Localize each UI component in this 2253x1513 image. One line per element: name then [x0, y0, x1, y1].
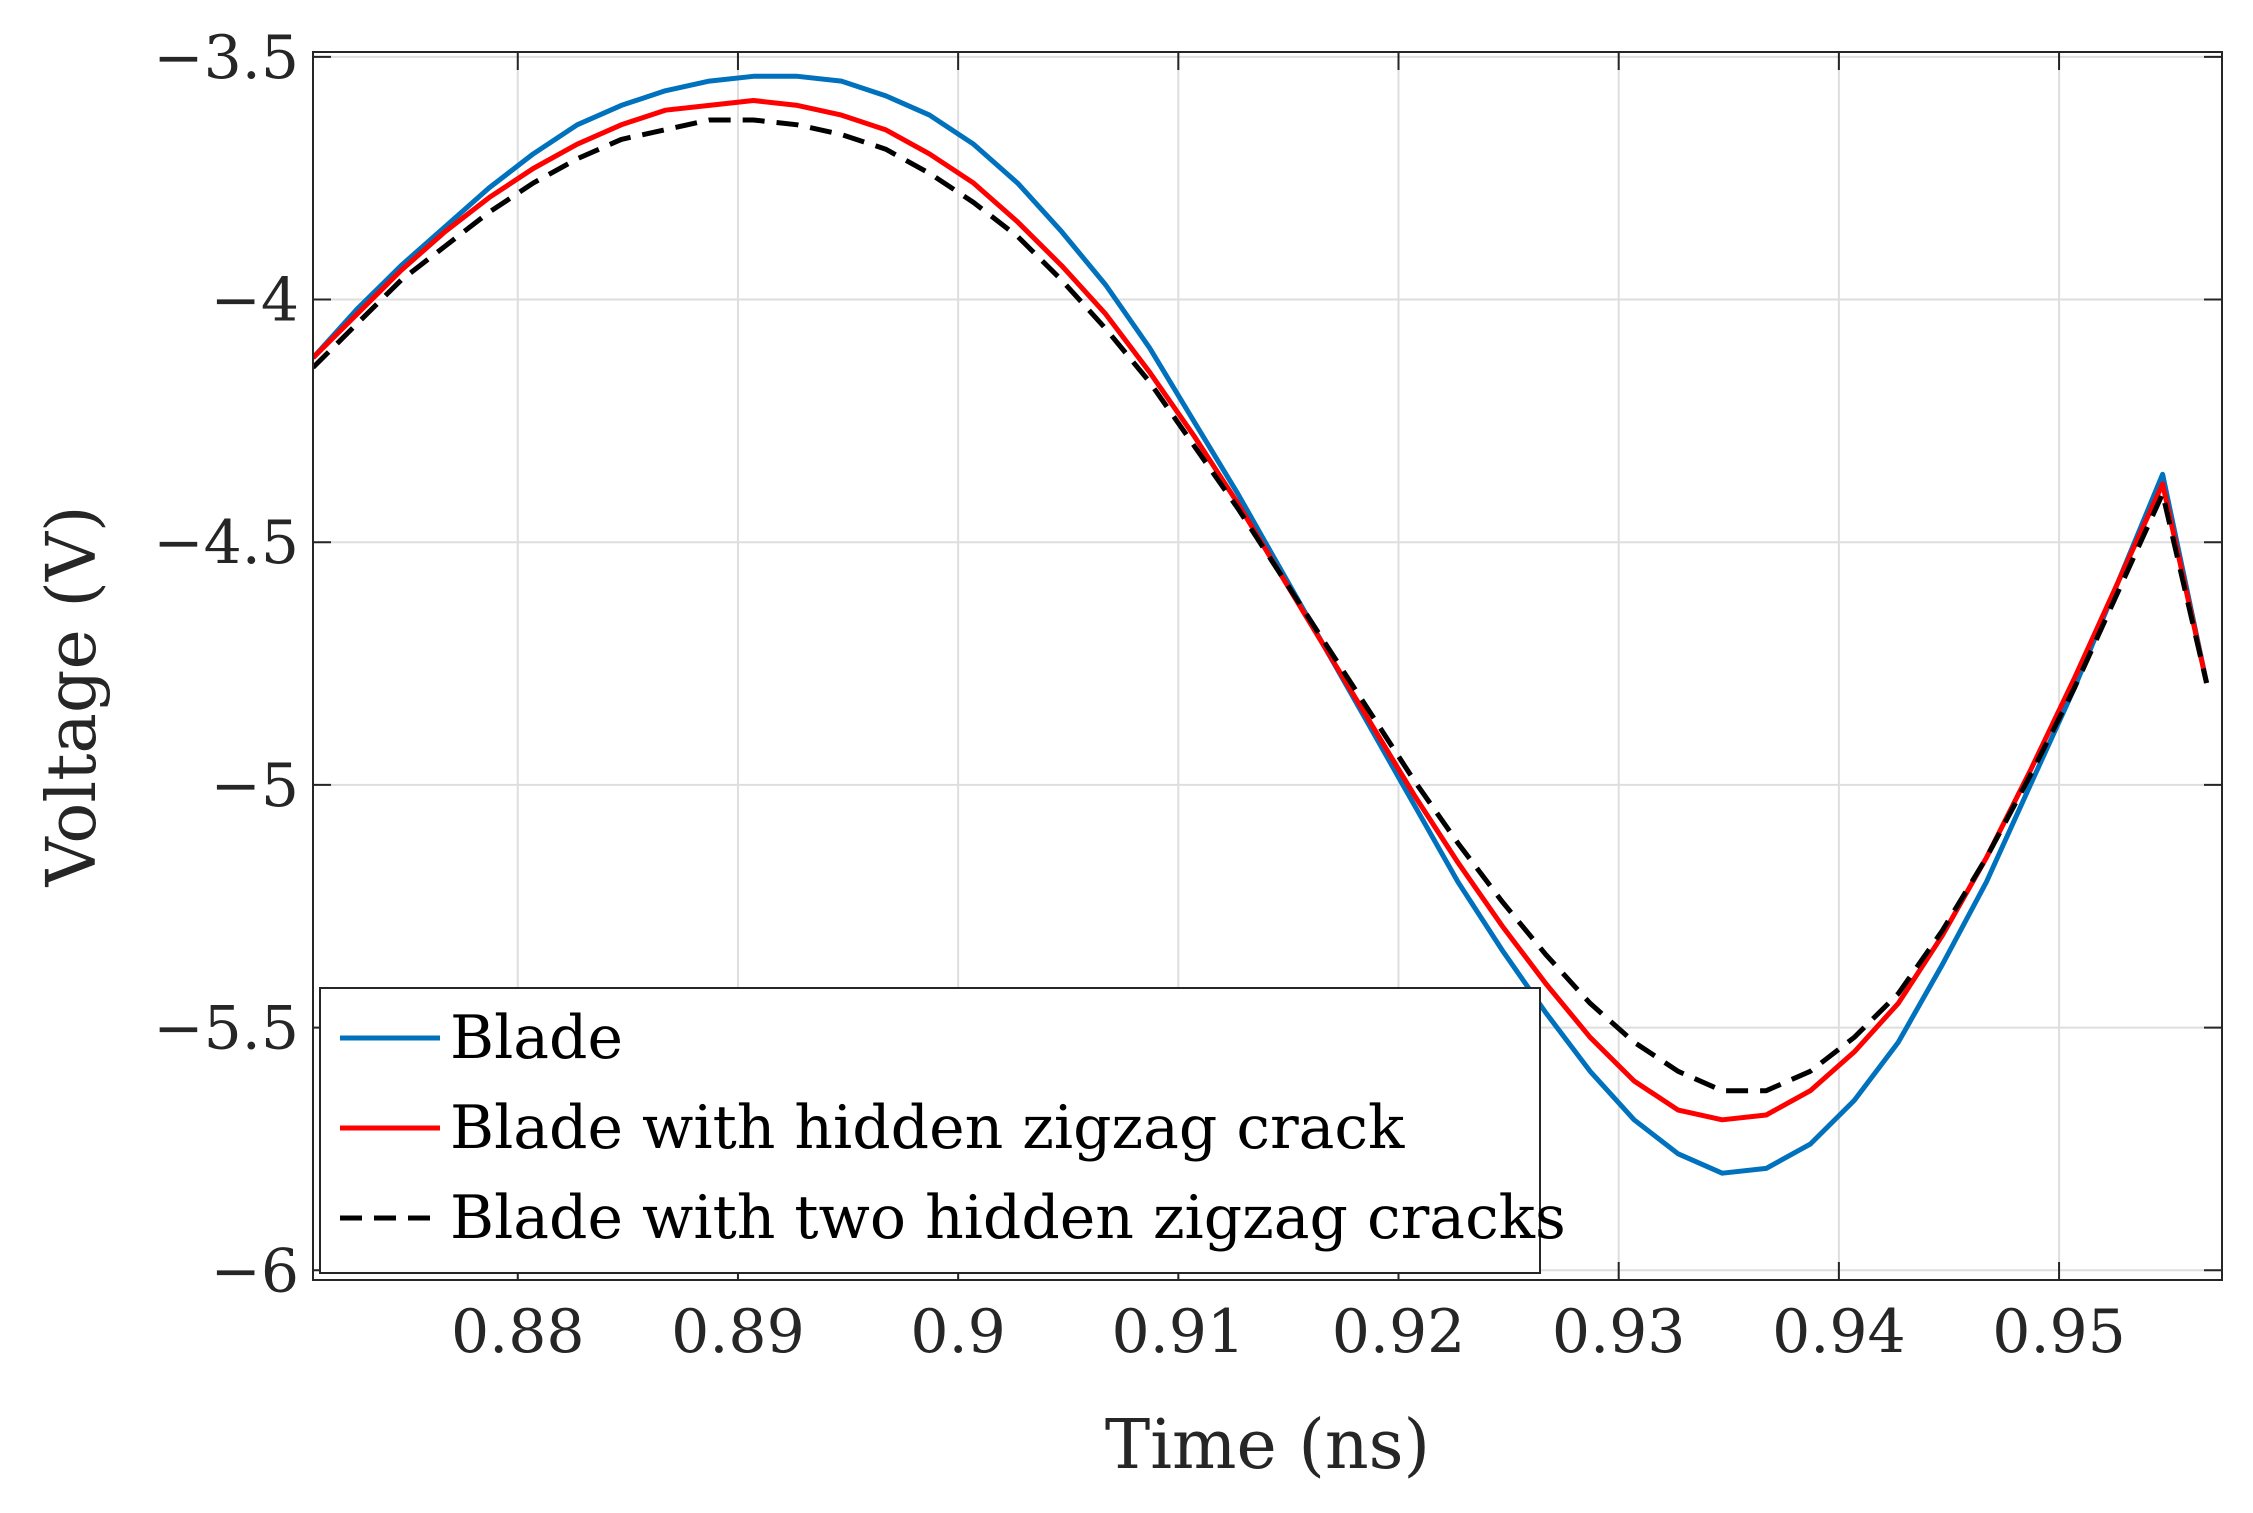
y-tick-label: −5 — [211, 751, 299, 821]
series-line-1 — [313, 73, 2210, 1176]
y-axis-label: Voltage (V) — [33, 506, 112, 888]
legend-box — [319, 987, 1541, 1274]
x-tick-label: 0.93 — [1552, 1297, 1686, 1367]
x-tick-label: 0.89 — [671, 1297, 805, 1367]
legend-entry-3: Blade with two hidden zigzag cracks — [450, 1183, 1566, 1253]
y-tick-label: −4 — [211, 266, 299, 336]
y-tick-label: −6 — [211, 1236, 299, 1306]
x-axis-label: Time (ns) — [1105, 1406, 1430, 1485]
x-tick-label: 0.95 — [1992, 1297, 2126, 1367]
legend-entry-2: Blade with hidden zigzag crack — [450, 1093, 1405, 1163]
series-line-3 — [313, 117, 2210, 1094]
x-tick-label: 0.91 — [1112, 1297, 1246, 1367]
y-tick-label: −3.5 — [153, 23, 299, 93]
legend-entry-1: Blade — [450, 1003, 623, 1073]
y-tick-label: −4.5 — [153, 508, 299, 578]
x-tick-label: 0.94 — [1772, 1297, 1906, 1367]
x-tick-label: 0.88 — [451, 1297, 585, 1367]
series-lines — [313, 73, 2210, 1176]
legend: Blade Blade with hidden zigzag crack Blade… — [319, 987, 1566, 1274]
ticks: 0.88 0.89 0.9 0.91 0.92 0.93 0.94 0.95 −3.5 −4 −4.… — [153, 23, 2222, 1367]
x-tick-label: 0.92 — [1332, 1297, 1466, 1367]
axis-labels: Time (ns) Voltage (V) — [33, 506, 1430, 1485]
axes-box — [312, 51, 2223, 1281]
x-tick-label: 0.9 — [910, 1297, 1005, 1367]
y-tick-label: −5.5 — [153, 994, 299, 1064]
